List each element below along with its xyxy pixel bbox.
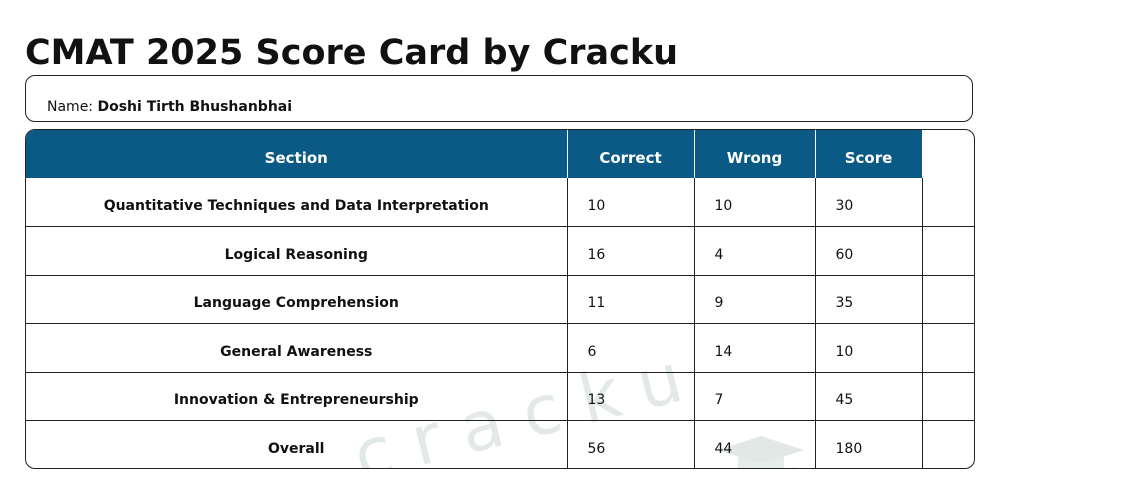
- wrong-cell: 10: [694, 178, 816, 227]
- score-cell: 60: [815, 226, 923, 276]
- score-table-container: cracku Section Correct Wrong Score Quant…: [25, 129, 975, 469]
- score-cell: 180: [815, 420, 923, 468]
- correct-cell: 6: [567, 323, 695, 373]
- candidate-name-line: Name: Doshi Tirth Bhushanbhai: [47, 99, 292, 115]
- table-row: Innovation & Entrepreneurship 13 7 45: [26, 372, 974, 421]
- table-header-row: Section Correct Wrong Score: [26, 130, 974, 178]
- name-value: Doshi Tirth Bhushanbhai: [97, 99, 293, 115]
- blank-cell: [922, 421, 974, 469]
- blank-cell: [922, 226, 974, 276]
- score-cell: 10: [815, 323, 923, 373]
- table-row-overall: Overall 56 44 180: [26, 420, 974, 469]
- correct-cell: 16: [567, 226, 695, 276]
- blank-cell: [922, 275, 974, 324]
- section-cell: Logical Reasoning: [26, 226, 568, 276]
- table-row: Language Comprehension 11 9 35: [26, 275, 974, 324]
- score-cell: 35: [815, 275, 923, 324]
- table-row: Quantitative Techniques and Data Interpr…: [26, 178, 974, 227]
- header-correct: Correct: [567, 130, 695, 178]
- page-title: CMAT 2025 Score Card by Cracku: [25, 33, 679, 73]
- header-wrong: Wrong: [694, 130, 816, 178]
- name-label: Name:: [47, 99, 94, 115]
- correct-cell: 10: [567, 178, 695, 227]
- candidate-name-box: Name: Doshi Tirth Bhushanbhai: [25, 75, 973, 122]
- correct-cell: 11: [567, 275, 695, 324]
- wrong-cell: 9: [694, 275, 816, 324]
- header-score: Score: [815, 130, 923, 178]
- table-row: General Awareness 6 14 10: [26, 323, 974, 373]
- correct-cell: 13: [567, 372, 695, 421]
- wrong-cell: 44: [694, 420, 816, 468]
- section-cell: Language Comprehension: [26, 275, 568, 324]
- section-cell: Overall: [26, 420, 568, 468]
- wrong-cell: 7: [694, 372, 816, 421]
- score-cell: 30: [815, 178, 923, 227]
- header-blank: [922, 130, 974, 178]
- wrong-cell: 4: [694, 226, 816, 276]
- blank-cell: [922, 372, 974, 421]
- header-section: Section: [26, 130, 568, 178]
- blank-cell: [922, 178, 974, 227]
- score-table: Section Correct Wrong Score Quantitative…: [26, 130, 974, 469]
- correct-cell: 56: [567, 420, 695, 468]
- table-row: Logical Reasoning 16 4 60: [26, 226, 974, 276]
- score-cell: 45: [815, 372, 923, 421]
- section-cell: Innovation & Entrepreneurship: [26, 372, 568, 421]
- blank-cell: [922, 323, 974, 373]
- wrong-cell: 14: [694, 323, 816, 373]
- section-cell: General Awareness: [26, 323, 568, 373]
- section-cell: Quantitative Techniques and Data Interpr…: [26, 178, 568, 227]
